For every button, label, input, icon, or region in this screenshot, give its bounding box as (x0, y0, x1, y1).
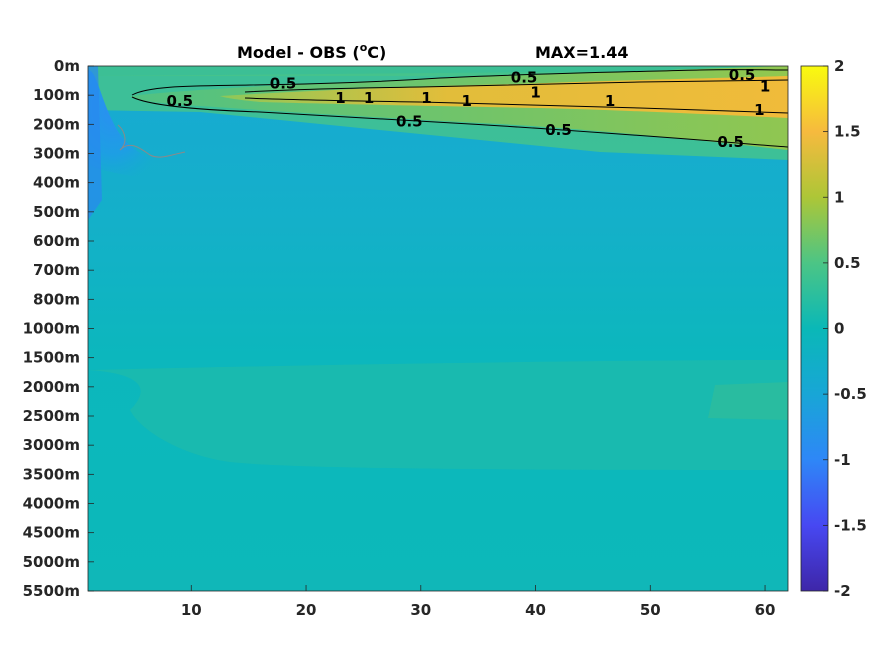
contour-lines (117, 69, 788, 158)
contour-label: 1 (760, 77, 770, 95)
cold-edge (88, 66, 102, 220)
title-main: Model - OBS ( (237, 43, 360, 62)
contour-0.5-lower (131, 96, 788, 148)
x-tick-label: 40 (525, 601, 546, 619)
heatmap-field (88, 66, 788, 591)
y-tick-label: 400m (33, 174, 80, 192)
y-tick-label: 1000m (23, 320, 80, 338)
x-tick-label: 20 (296, 601, 317, 619)
x-tick-label: 30 (410, 601, 431, 619)
y-tick-label: 700m (33, 261, 80, 279)
y-tick-label: 200m (33, 115, 80, 133)
contour-label: 0.5 (167, 92, 194, 110)
contour-label: 1 (421, 89, 431, 107)
colorbar-tick-label: 0 (834, 320, 844, 338)
y-tick-label: 5500m (23, 582, 80, 600)
contour-cold-2 (117, 124, 126, 149)
contour-label: 0.5 (511, 69, 538, 87)
y-tick-label: 4000m (23, 495, 80, 513)
colorbar-tick-label: -1 (834, 451, 851, 469)
colorbar-tick-label: -2 (834, 582, 851, 600)
warm-band-core (220, 76, 788, 118)
colorbar-tick-label: -1.5 (834, 516, 867, 534)
surface-layer (88, 66, 788, 76)
colorbar-tick-label: 1.5 (834, 123, 861, 141)
contour-labels: 0.5 0.5 0.50.511 1 1 1 1 1 10.5 0.50.5 (167, 66, 771, 151)
y-tick-label: 1500m (23, 349, 80, 367)
contour-label: 0.5 (396, 112, 423, 130)
contour-label: 1 (335, 89, 345, 107)
y-tick-label: 3500m (23, 465, 80, 483)
colorbar-tick-label: 0.5 (834, 254, 861, 272)
contour-label: 0.5 (717, 133, 744, 151)
contour-0.5-upper (131, 69, 788, 96)
x-tick-label: 60 (755, 601, 776, 619)
y-axis: 0m 100m 200m 300m 400m 500m 600m 700m 800m 1000m 1… (23, 57, 94, 600)
colorbar-axis: 2 1.5 1 0.5 0 -0.5 -1 -1.5 -2 (823, 57, 867, 600)
deep-warm-patch (708, 382, 788, 420)
y-tick-label: 2500m (23, 407, 80, 425)
y-tick-label: 2000m (23, 378, 80, 396)
title-unit-rest: C) (367, 43, 386, 62)
contour-label: 1 (754, 101, 764, 119)
y-tick-label: 600m (33, 232, 80, 250)
contour-1-lower (244, 97, 788, 114)
title-unit-sup: o (360, 41, 368, 54)
y-tick-label: 4500m (23, 524, 80, 542)
colorbar-tick-label: -0.5 (834, 385, 867, 403)
contour-label: 0.5 (545, 121, 572, 139)
x-tick-label: 50 (640, 601, 661, 619)
colorbar-tick-label: 2 (834, 57, 844, 75)
y-tick-label: 5000m (23, 553, 80, 571)
y-tick-label: 800m (33, 290, 80, 308)
y-tick-label: 100m (33, 86, 80, 104)
colorbar-tick-label: 1 (834, 188, 844, 206)
contour-label: 1 (605, 92, 615, 110)
chart-title: Model - OBS (oC) (237, 41, 386, 62)
bottom-layer (88, 570, 788, 591)
deep-warm-region (88, 360, 788, 470)
x-tick-label: 10 (181, 601, 202, 619)
contour-cold-1 (119, 144, 186, 158)
y-tick-label: 0m (54, 57, 80, 75)
contour-label: 0.5 (729, 66, 756, 84)
contour-1-upper (244, 79, 788, 93)
max-label: MAX=1.44 (535, 43, 629, 62)
contour-label: 0.5 (270, 75, 297, 93)
contour-label: 1 (364, 89, 374, 107)
cold-patch (88, 70, 170, 180)
contour-label: 1 (530, 83, 540, 101)
y-tick-label: 300m (33, 145, 80, 163)
contour-label: 1 (461, 92, 471, 110)
y-tick-label: 3000m (23, 436, 80, 454)
x-axis: 10 20 30 40 50 60 (181, 585, 776, 619)
y-tick-label: 500m (33, 203, 80, 221)
